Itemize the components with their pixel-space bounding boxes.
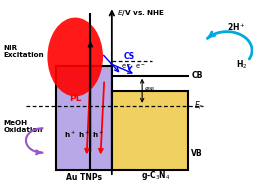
Bar [56, 66, 112, 170]
Text: $E_F$: $E_F$ [194, 99, 204, 112]
Text: 2H$^+$: 2H$^+$ [228, 21, 246, 33]
Text: $E$/V vs. NHE: $E$/V vs. NHE [117, 8, 165, 18]
Text: $\varphi_{SB}$: $\varphi_{SB}$ [144, 85, 156, 93]
Text: VB: VB [192, 149, 203, 158]
Text: NIR
Excitation: NIR Excitation [3, 45, 44, 58]
Text: h$^+$ h$^+$ h$^+$: h$^+$ h$^+$ h$^+$ [64, 130, 104, 140]
Text: e$^-$: e$^-$ [121, 62, 131, 71]
Text: Au TNPs: Au TNPs [66, 173, 102, 182]
Ellipse shape [47, 18, 103, 96]
Bar [112, 91, 188, 170]
Text: PL: PL [69, 94, 81, 103]
Text: g-C$_3$N$_4$: g-C$_3$N$_4$ [141, 169, 171, 182]
Text: H$_2$: H$_2$ [236, 58, 248, 71]
Text: MeOH
Oxidation: MeOH Oxidation [3, 120, 43, 133]
Text: e$^-$: e$^-$ [135, 62, 146, 71]
Text: CB: CB [192, 71, 203, 80]
Text: CS: CS [123, 52, 134, 60]
